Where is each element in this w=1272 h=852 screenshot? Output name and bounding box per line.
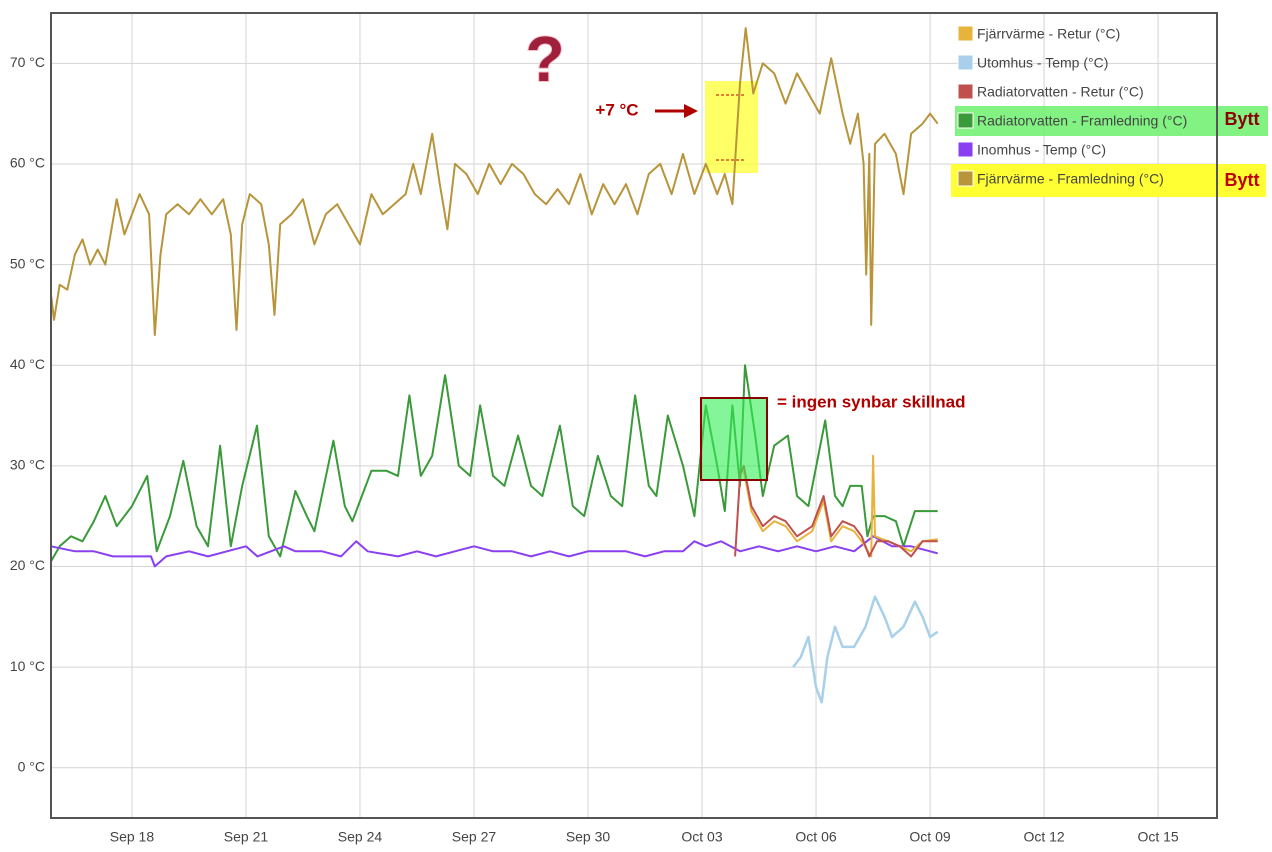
grid	[51, 13, 1217, 818]
y-tick-label: 0 °C	[18, 758, 45, 774]
series-line	[50, 535, 938, 568]
y-tick-label: 10 °C	[10, 658, 45, 674]
annotation-box	[700, 397, 768, 481]
legend-label: Fjärrvärme - Framledning (°C)	[977, 171, 1164, 187]
legend-swatch	[957, 170, 974, 187]
legend-label: Utomhus - Temp (°C)	[977, 55, 1108, 71]
legend-highlight	[955, 106, 1268, 136]
x-tick-label: Sep 27	[452, 829, 497, 845]
y-tick-label: 40 °C	[10, 356, 45, 372]
series-line	[734, 464, 938, 558]
x-tick-label: Oct 09	[909, 829, 950, 845]
x-tick-label: Sep 21	[224, 829, 269, 845]
annotation: Bytt	[1225, 109, 1260, 129]
legend-swatch	[957, 25, 974, 42]
highlight-box	[705, 81, 758, 173]
x-tick-label: Sep 30	[566, 829, 611, 845]
y-tick-label: 20 °C	[10, 557, 45, 573]
series-line	[792, 595, 939, 704]
legend-label: Radiatorvatten - Framledning (°C)	[977, 113, 1187, 129]
annotation: Bytt	[1225, 170, 1260, 190]
y-tick-label: 30 °C	[10, 457, 45, 473]
labels: 0 °C 10 °C 20 °C 30 °C 40 °C 50 °C 60 °C 70 °C S…	[10, 54, 1179, 845]
legend-label: Inomhus - Temp (°C)	[977, 142, 1106, 158]
x-tick-label: Oct 12	[1023, 829, 1064, 845]
legend-swatch	[957, 54, 974, 71]
legend-label: Fjärrvärme - Retur (°C)	[977, 26, 1120, 42]
plot-border	[50, 12, 1218, 819]
x-tick-label: Sep 18	[110, 829, 155, 845]
legend-label: Radiatorvatten - Retur (°C)	[977, 84, 1144, 100]
annotation-backgrounds	[705, 81, 1268, 197]
x-tick-label: Sep 24	[338, 829, 383, 845]
arrow-head	[684, 104, 698, 118]
legend-swatch	[957, 112, 974, 129]
y-tick-label: 60 °C	[10, 155, 45, 171]
annotation: = ingen synbar skillnad	[777, 392, 965, 411]
annotation: +7 °C	[595, 100, 638, 119]
y-tick-label: 70 °C	[10, 54, 45, 70]
y-tick-label: 50 °C	[10, 255, 45, 271]
legend-swatch	[957, 141, 974, 158]
annotation: ?	[525, 23, 564, 95]
annotations: ? +7 °C = ingen synbar skillnad Bytt Bytt	[524, 22, 1260, 481]
legend: Fjärrvärme - Retur (°C) Utomhus - Temp (°…	[957, 25, 1187, 187]
legend-swatch	[957, 83, 974, 100]
series-line	[50, 27, 939, 336]
series-lines	[50, 27, 939, 704]
x-tick-label: Oct 06	[795, 829, 836, 845]
x-tick-label: Oct 03	[681, 829, 722, 845]
legend-highlight	[951, 164, 1266, 197]
x-tick-label: Oct 15	[1137, 829, 1178, 845]
series-line	[50, 364, 938, 562]
